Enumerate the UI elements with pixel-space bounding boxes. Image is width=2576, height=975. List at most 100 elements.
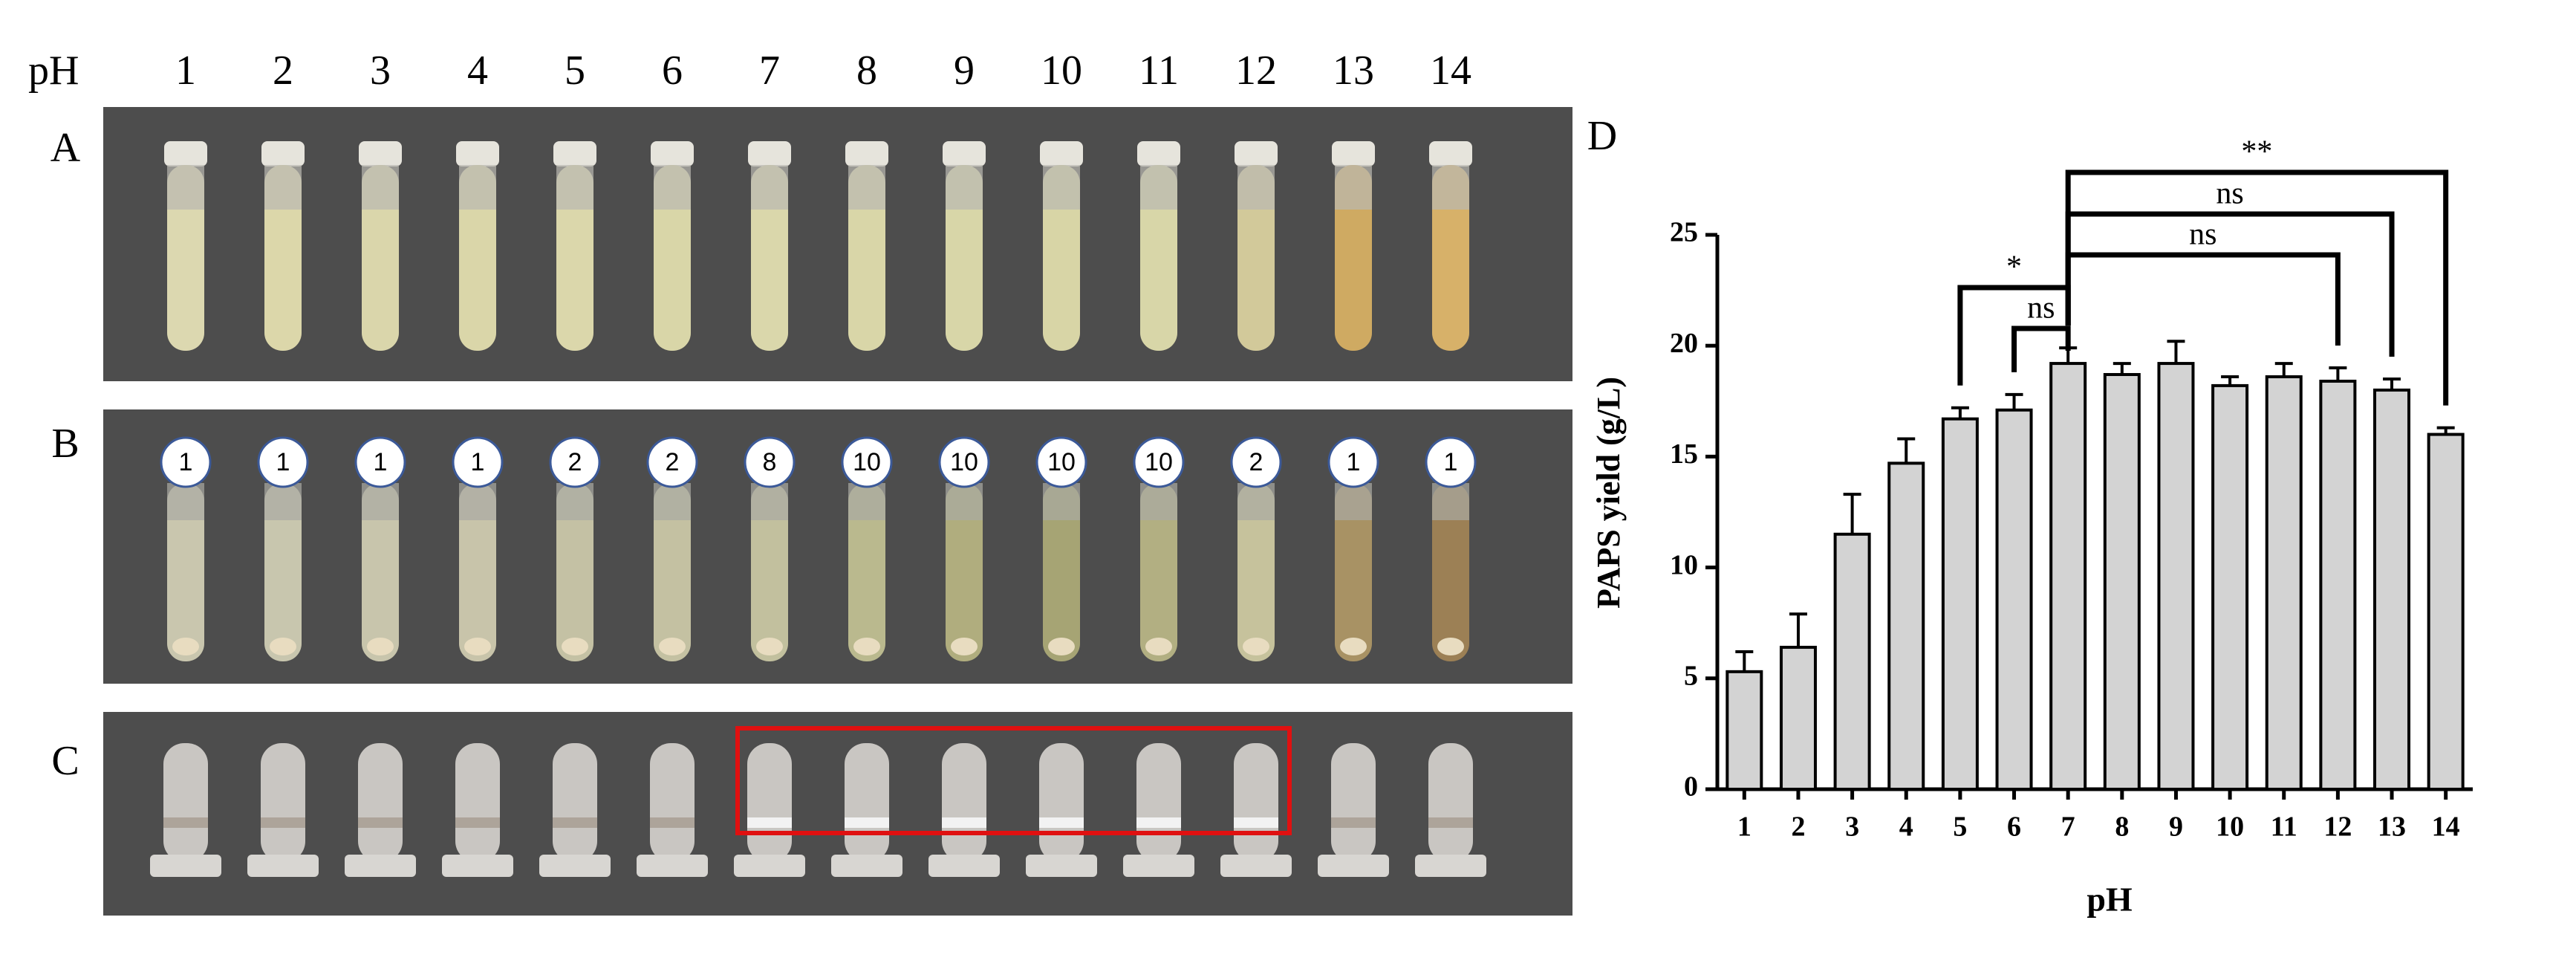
tube-band bbox=[1136, 817, 1181, 828]
tube bbox=[459, 483, 496, 661]
tube bbox=[1432, 165, 1469, 351]
tube-top bbox=[459, 165, 496, 210]
tube-cap bbox=[456, 141, 499, 166]
score: 2 bbox=[1249, 448, 1263, 476]
score: 1 bbox=[179, 448, 193, 476]
tube bbox=[459, 165, 496, 351]
pellet bbox=[1243, 638, 1269, 655]
tube bbox=[1237, 483, 1275, 661]
ph-header: pH bbox=[28, 48, 79, 94]
y-tick-label: 15 bbox=[1670, 438, 1698, 470]
tube-base bbox=[150, 855, 221, 877]
tube bbox=[1039, 743, 1084, 862]
score: 1 bbox=[374, 448, 388, 476]
score-badge bbox=[452, 436, 504, 488]
ph-value: 9 bbox=[954, 48, 975, 94]
tube bbox=[942, 743, 986, 862]
x-tick-label: 9 bbox=[2169, 812, 2183, 843]
tube-top bbox=[362, 165, 399, 210]
pellet bbox=[270, 638, 296, 655]
x-tick-label: 7 bbox=[2061, 812, 2075, 843]
x-tick-label: 6 bbox=[2007, 812, 2021, 843]
tube bbox=[751, 483, 788, 661]
tube-top bbox=[1043, 165, 1080, 210]
pellet bbox=[1048, 638, 1075, 655]
y-axis-label: PAPS yield (g/L) bbox=[1590, 377, 1627, 609]
score-badge bbox=[1425, 436, 1477, 488]
pellet bbox=[1340, 638, 1367, 655]
ph-value: 8 bbox=[856, 48, 877, 94]
tube-base bbox=[734, 855, 805, 877]
tube-top bbox=[1432, 483, 1469, 520]
x-tick-label: 3 bbox=[1845, 812, 1859, 843]
tube-top bbox=[654, 165, 691, 210]
bar bbox=[1995, 408, 2033, 791]
tube-base bbox=[928, 855, 1000, 877]
tube-top bbox=[362, 483, 399, 520]
score: 10 bbox=[1145, 448, 1173, 476]
tube-top bbox=[654, 483, 691, 520]
bar bbox=[2049, 362, 2087, 791]
score: 2 bbox=[666, 448, 680, 476]
score: 10 bbox=[1047, 448, 1076, 476]
bar bbox=[1779, 646, 1817, 791]
tube-top bbox=[264, 165, 302, 210]
panel-b-photo bbox=[103, 409, 1572, 684]
tube bbox=[264, 165, 302, 351]
tube bbox=[358, 743, 403, 862]
significance-bracket bbox=[2011, 325, 2071, 372]
pellet bbox=[951, 638, 978, 655]
tube bbox=[1043, 165, 1080, 351]
x-tick-label: 8 bbox=[2115, 812, 2129, 843]
bar bbox=[2373, 388, 2411, 791]
score: 10 bbox=[950, 448, 978, 476]
tube-top bbox=[848, 165, 885, 210]
ph-value: 14 bbox=[1430, 48, 1471, 94]
x-tick-label: 11 bbox=[2271, 812, 2297, 843]
tube-top bbox=[167, 165, 204, 210]
tube bbox=[1432, 483, 1469, 661]
panel-label: D bbox=[1587, 113, 1617, 159]
tube bbox=[946, 165, 983, 351]
tube-top bbox=[1237, 483, 1275, 520]
x-tick-label: 13 bbox=[2378, 812, 2406, 843]
tube bbox=[362, 483, 399, 661]
pellet bbox=[659, 638, 686, 655]
tube-top bbox=[556, 483, 593, 520]
tube-cap bbox=[1040, 141, 1083, 166]
tube bbox=[1335, 165, 1372, 351]
bar bbox=[1726, 670, 1763, 791]
tube bbox=[946, 483, 983, 661]
tube bbox=[654, 483, 691, 661]
tube-band bbox=[163, 817, 208, 828]
significance-bracket bbox=[2065, 211, 2395, 357]
bar bbox=[2211, 383, 2249, 791]
panel-c-photo bbox=[103, 712, 1572, 916]
tube bbox=[1140, 483, 1177, 661]
bar bbox=[1887, 461, 1925, 791]
bar bbox=[1833, 532, 1871, 791]
tube-base bbox=[1415, 855, 1486, 877]
tube-base bbox=[1318, 855, 1389, 877]
tube-top bbox=[1335, 165, 1372, 210]
tube bbox=[848, 165, 885, 351]
tube-band bbox=[1428, 817, 1473, 828]
tube-top bbox=[946, 165, 983, 210]
tube-cap bbox=[1137, 141, 1180, 166]
tube bbox=[751, 165, 788, 351]
tube-top bbox=[1335, 483, 1372, 520]
tube-cap bbox=[748, 141, 791, 166]
tube bbox=[1140, 165, 1177, 351]
y-tick-label: 10 bbox=[1670, 549, 1698, 580]
tube-band bbox=[358, 817, 403, 828]
tube bbox=[163, 743, 208, 862]
tube-cap bbox=[359, 141, 402, 166]
tube bbox=[1428, 743, 1473, 862]
tube bbox=[848, 483, 885, 661]
pellet bbox=[464, 638, 491, 655]
ph-value: 3 bbox=[370, 48, 391, 94]
pellet bbox=[367, 638, 394, 655]
tube-top bbox=[751, 165, 788, 210]
tube-top bbox=[1140, 165, 1177, 210]
